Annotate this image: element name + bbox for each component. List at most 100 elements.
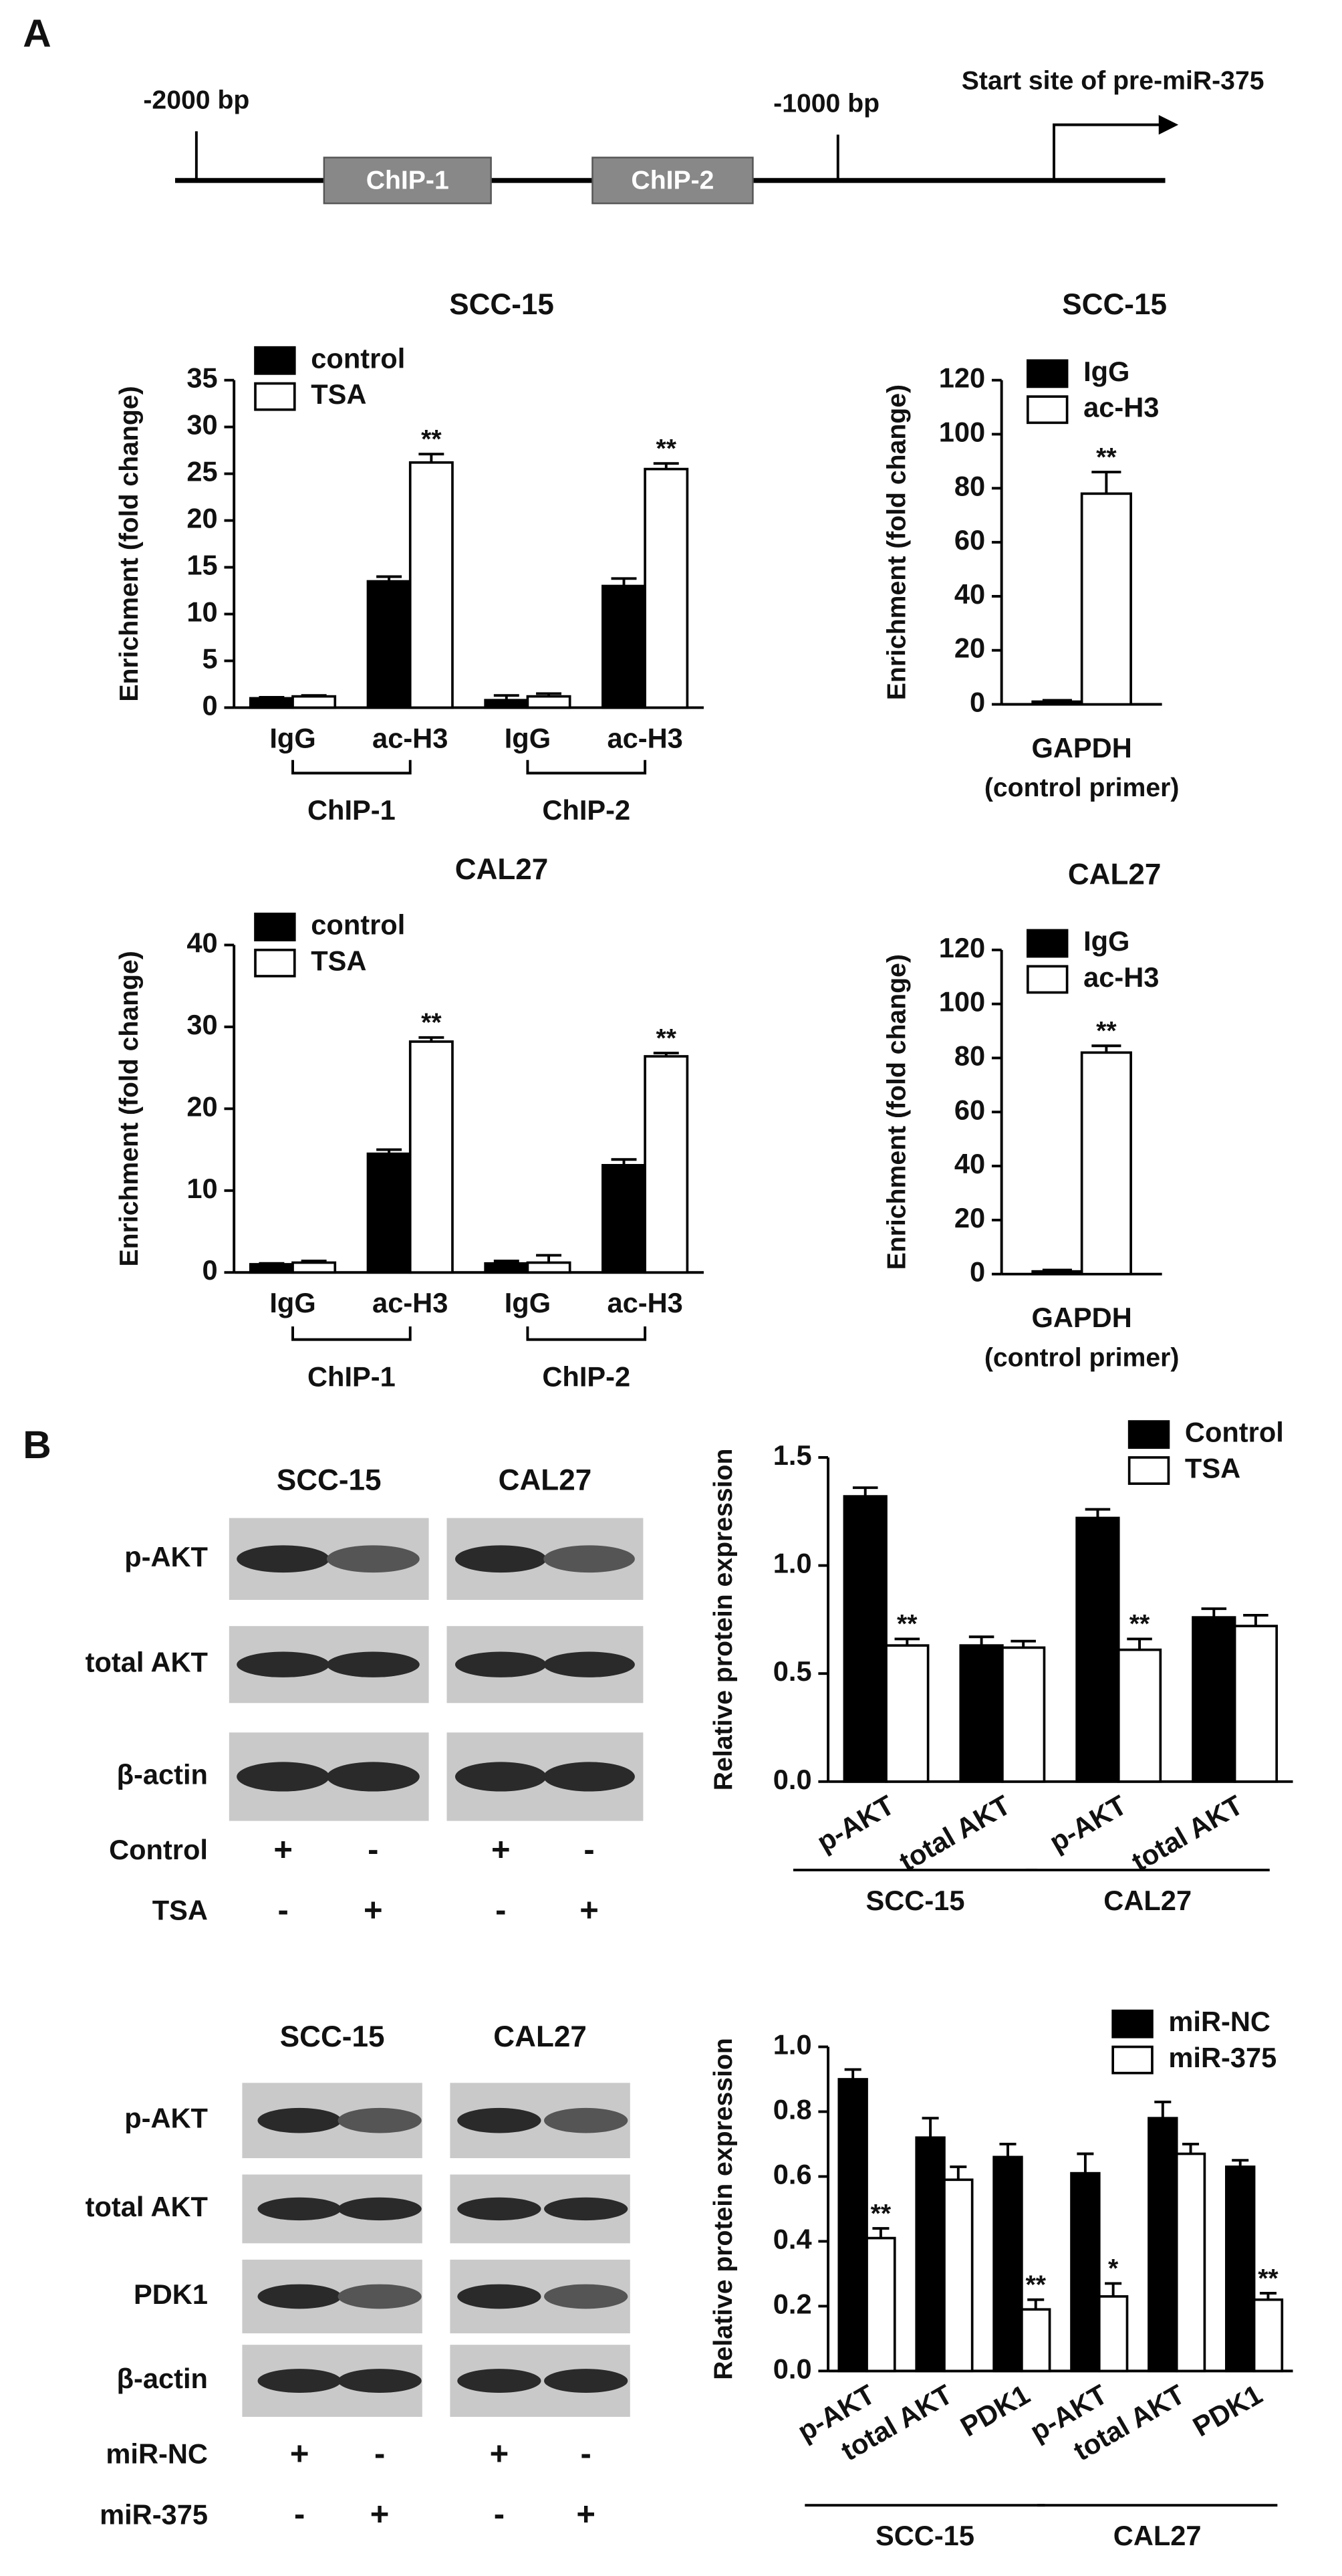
y-axis-label: Relative protein expression <box>709 1449 738 1791</box>
significance-label: ** <box>871 2200 892 2228</box>
legend-swatch <box>1026 965 1069 994</box>
position-label: -2000 bp <box>143 86 249 115</box>
blot-row-label: p-AKT <box>124 1541 208 1572</box>
y-tick-label: 0.2 <box>773 2288 812 2319</box>
treatment-sign: + <box>273 1832 293 1868</box>
start-arrow <box>1053 123 1166 181</box>
blot-band <box>544 2197 628 2221</box>
x-tick-label: p-AKT <box>811 1789 900 1858</box>
bar <box>885 1644 930 1783</box>
bar <box>943 2178 974 2373</box>
blot-band <box>543 1651 635 1677</box>
legend-swatch <box>254 346 296 375</box>
bar <box>1001 1646 1046 1783</box>
x-axis-label: (control primer) <box>984 774 1180 802</box>
y-axis-label: Enrichment (fold change) <box>883 384 912 700</box>
significance-label: ** <box>656 435 677 463</box>
x-tick-label: GAPDH <box>1032 1302 1132 1333</box>
bar <box>366 580 412 709</box>
treatment-label: miR-375 <box>100 2498 208 2530</box>
treatment-sign: - <box>494 2496 505 2533</box>
x-tick-label: p-AKT <box>1044 1789 1132 1858</box>
treatment-sign: + <box>364 1893 383 1929</box>
y-tick-label: 1.0 <box>773 1548 812 1579</box>
significance-label: * <box>1108 2254 1119 2283</box>
bar <box>408 1040 454 1274</box>
legend-swatch <box>1127 1456 1170 1485</box>
legend-label: TSA <box>1185 1453 1240 1484</box>
y-tick-label: 5 <box>203 642 218 674</box>
x-tick-label: total AKT <box>894 1789 1015 1877</box>
legend-swatch <box>1111 2009 1154 2038</box>
x-tick-label: total AKT <box>1126 1789 1248 1877</box>
blot-band <box>457 2369 541 2393</box>
blot-band <box>326 1651 420 1677</box>
legend-swatch <box>1026 929 1069 958</box>
blot-band <box>338 2369 422 2393</box>
panel-label: A <box>23 12 51 55</box>
legend-swatch <box>1026 395 1069 425</box>
y-tick-label: 0.0 <box>773 2353 812 2384</box>
treatment-label: TSA <box>152 1895 208 1926</box>
bar <box>291 1261 337 1274</box>
blot-row-label: β-actin <box>117 2363 208 2394</box>
position-label: -1000 bp <box>773 90 880 118</box>
legend-label: miR-375 <box>1168 2042 1277 2073</box>
significance-label: ** <box>897 1610 918 1639</box>
significance-label: ** <box>1129 1610 1150 1639</box>
blot-band <box>454 1762 547 1792</box>
y-tick-label: 20 <box>186 1090 217 1122</box>
bar <box>915 2136 946 2373</box>
region-box <box>591 156 754 205</box>
x-tick-label: GAPDH <box>1032 732 1132 764</box>
y-tick-label: 25 <box>186 456 217 487</box>
treatment-sign: + <box>490 2436 509 2472</box>
bar <box>1097 2295 1129 2373</box>
y-tick-label: 40 <box>186 927 217 958</box>
blot-band <box>257 2107 342 2133</box>
x-tick-label: ac-H3 <box>607 722 682 753</box>
x-tick-label: IgG <box>505 1287 551 1318</box>
blot-band <box>257 2284 342 2309</box>
x-tick-label: ac-H3 <box>372 722 448 753</box>
significance-label: ** <box>1025 2270 1046 2299</box>
y-tick-label: 120 <box>939 932 985 963</box>
legend-label: TSA <box>311 945 366 976</box>
y-tick-label: 40 <box>954 578 985 610</box>
bar <box>291 695 337 709</box>
group-label: SCC-15 <box>876 2520 974 2551</box>
group-bracket <box>526 759 647 775</box>
blot-band <box>544 2369 628 2393</box>
y-axis-label: Enrichment (fold change) <box>883 954 912 1270</box>
y-tick-label: 0 <box>203 1254 218 1286</box>
blot-band <box>457 2197 541 2221</box>
x-axis-label: (control primer) <box>984 1343 1180 1372</box>
y-tick-label: 0.8 <box>773 2093 812 2125</box>
y-tick-label: 40 <box>954 1148 985 1179</box>
y-tick-label: 80 <box>954 470 985 501</box>
bar <box>366 1152 412 1274</box>
significance-label: ** <box>1258 2264 1279 2293</box>
bar <box>484 699 529 709</box>
chart-title: CAL27 <box>455 853 549 886</box>
treatment-sign: + <box>491 1832 511 1868</box>
legend-label: control <box>311 342 405 374</box>
y-tick-label: 30 <box>186 409 217 441</box>
significance-label: ** <box>421 1009 442 1038</box>
y-tick-label: 30 <box>186 1009 217 1040</box>
y-tick-label: 20 <box>186 503 217 534</box>
bar <box>249 697 294 709</box>
bar <box>1080 1051 1132 1276</box>
x-tick-label: IgG <box>269 722 315 753</box>
x-tick-label: ac-H3 <box>372 1287 448 1318</box>
y-tick-label: 100 <box>939 986 985 1018</box>
arrow-head <box>1158 114 1179 135</box>
blot-band <box>237 1651 330 1677</box>
group-bracket <box>291 759 412 775</box>
y-tick-label: 0 <box>970 1256 985 1288</box>
region-box <box>323 156 492 205</box>
y-tick-label: 0.6 <box>773 2158 812 2190</box>
blot-band <box>457 2107 541 2133</box>
blot-band <box>543 1545 635 1573</box>
y-tick-label: 10 <box>186 1173 217 1204</box>
